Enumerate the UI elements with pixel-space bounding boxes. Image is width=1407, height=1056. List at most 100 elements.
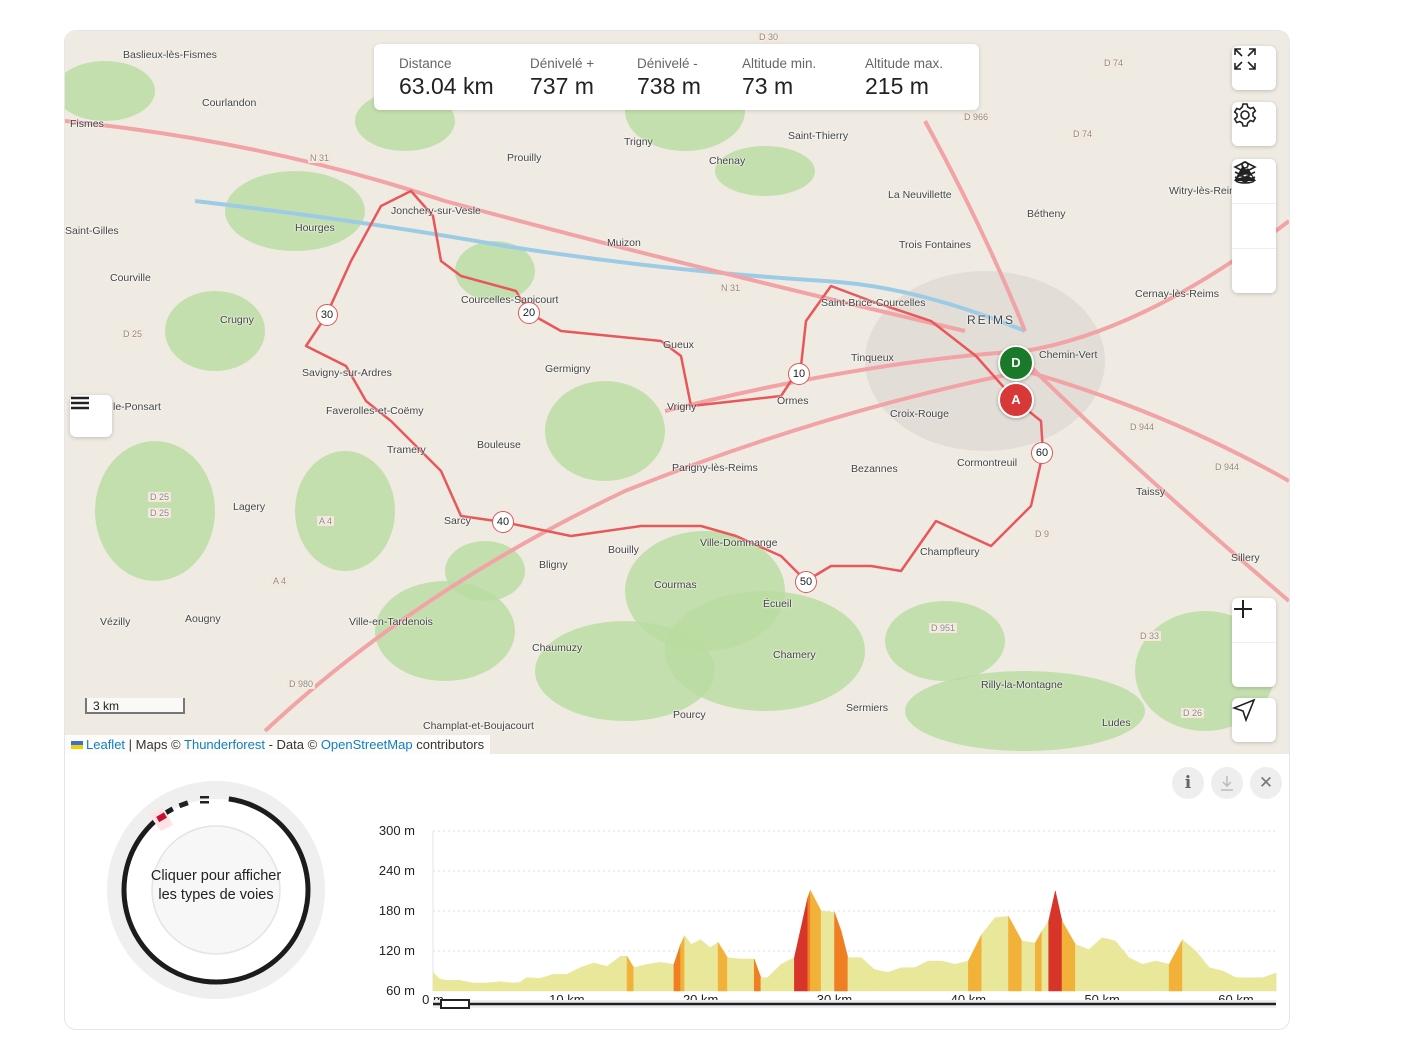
road	[923, 120, 1027, 332]
download-button[interactable]	[1211, 767, 1243, 799]
place-label: Croix-Rouge	[890, 408, 949, 420]
elevation-segment	[1075, 943, 1090, 992]
road-types-donut[interactable]	[107, 781, 325, 999]
elevation-segment	[1041, 920, 1049, 992]
place-label: Chamery	[773, 649, 816, 661]
stat-label: Distance	[399, 56, 452, 71]
close-button[interactable]: ✕	[1250, 767, 1282, 799]
fullscreen-icon	[1234, 48, 1256, 70]
place-label: Bligny	[539, 559, 568, 571]
road-label: D 25	[121, 329, 145, 339]
elevation-segment	[472, 982, 487, 992]
settings-button[interactable]	[1232, 102, 1276, 146]
elevation-segment	[760, 977, 768, 992]
forest-area	[375, 581, 515, 681]
place-label: Ville-Dommange	[700, 537, 778, 549]
km-marker[interactable]: 50	[795, 571, 817, 593]
streetview-button[interactable]	[1232, 161, 1276, 293]
km-marker[interactable]: 40	[492, 511, 514, 533]
place-label: Prouilly	[507, 152, 542, 164]
thunderforest-link[interactable]: Thunderforest	[184, 737, 265, 752]
elevation-segment	[1101, 937, 1116, 992]
place-label: Courlandon	[202, 97, 257, 109]
elevation-chart[interactable]	[65, 754, 1289, 1029]
elevation-segment	[691, 939, 701, 992]
stat-value: 737 m	[530, 73, 594, 99]
elevation-segment	[633, 964, 648, 992]
km-marker[interactable]: 30	[316, 304, 338, 326]
elevation-segment	[794, 897, 808, 992]
elevation-segment	[834, 912, 842, 992]
place-label: Ville-en-Tardenois	[349, 616, 433, 628]
zoom-out-button[interactable]	[1232, 608, 1276, 687]
stat-value: 215 m	[865, 73, 929, 99]
km-marker[interactable]: 20	[518, 302, 540, 324]
km-marker[interactable]: 60	[1031, 442, 1053, 464]
place-label: Tinqueux	[851, 352, 894, 364]
elevation-segment	[684, 934, 692, 992]
elevation-segment	[620, 956, 628, 992]
end-marker[interactable]: A	[998, 382, 1034, 418]
elevation-segment	[861, 957, 875, 992]
road-label: N 31	[308, 153, 332, 163]
place-label: Bouleuse	[477, 439, 521, 451]
place-label: La Neuvillette	[888, 189, 952, 201]
range-slider-handle[interactable]	[440, 999, 470, 1009]
elevation-segment	[1208, 967, 1223, 992]
forest-area	[905, 671, 1145, 751]
locate-button[interactable]	[1232, 698, 1276, 742]
route-planner: Baslieux-lès-Fismes Courlandon Fismes Hourg…	[64, 30, 1290, 1030]
elevation-segment	[981, 916, 996, 992]
osm-link[interactable]: OpenStreetMap	[320, 737, 413, 752]
stat-value: 738 m	[637, 73, 701, 99]
road-label: D 25	[148, 508, 172, 518]
elevation-segment	[820, 910, 835, 992]
place-label: Germigny	[545, 363, 591, 375]
info-button[interactable]: i	[1172, 767, 1204, 799]
road	[1023, 359, 1289, 603]
elevation-segment	[700, 939, 711, 992]
place-label: Saint-Gilles	[65, 225, 119, 237]
leaflet-link[interactable]: Leaflet	[86, 737, 126, 752]
attribution-text: contributors	[416, 737, 485, 752]
elevation-segment	[1222, 970, 1237, 992]
map-canvas	[65, 61, 1289, 751]
place-label: Jonchery-sur-Vesle	[391, 205, 481, 217]
stat-elevation-loss: Dénivelé - 738 m	[637, 56, 701, 100]
elevation-segment	[1115, 940, 1130, 992]
elevation-segment	[941, 960, 956, 992]
elevation-segment	[874, 969, 889, 992]
road	[263, 369, 1026, 733]
forest-area	[715, 146, 815, 196]
road-label: N 31	[719, 283, 743, 293]
elevation-segment	[539, 973, 554, 992]
place-label: Cormontreuil	[957, 457, 1018, 469]
elevation-segment	[439, 978, 447, 992]
person-pin-icon	[1235, 161, 1255, 184]
road-label: D 33	[1138, 631, 1162, 641]
place-label: Bouilly	[608, 544, 639, 556]
forest-area	[885, 601, 1005, 681]
elevation-segment	[486, 981, 501, 992]
km-marker[interactable]: 10	[788, 363, 810, 385]
road-label: D 944	[1128, 422, 1157, 432]
place-label: Sillery	[1231, 552, 1260, 564]
road-label: D 30	[757, 32, 781, 42]
place-label: Rilly-la-Montagne	[981, 679, 1063, 691]
place-label: Baslieux-lès-Fismes	[123, 49, 217, 61]
fullscreen-button[interactable]	[1232, 46, 1276, 90]
stat-distance: Distance 63.04 km	[399, 56, 494, 100]
place-label: Bétheny	[1027, 208, 1066, 220]
terrain-button[interactable]	[1232, 165, 1276, 249]
route-line[interactable]	[304, 189, 1045, 583]
place-label: le-Ponsart	[113, 401, 161, 413]
stat-altitude-min: Altitude min. 73 m	[742, 56, 816, 100]
donut-hint[interactable]: Cliquer pour afficher les types de voies	[150, 868, 282, 903]
y-tick-label: 300 m	[378, 823, 415, 838]
route-stats: Distance 63.04 km Dénivelé + 737 m Dénivel…	[374, 44, 979, 110]
menu-button[interactable]	[70, 395, 112, 437]
elevation-segment	[606, 955, 621, 992]
start-marker[interactable]: D	[998, 345, 1034, 381]
map[interactable]: Baslieux-lès-Fismes Courlandon Fismes Hourg…	[65, 31, 1289, 754]
place-label: Lagery	[233, 501, 266, 513]
